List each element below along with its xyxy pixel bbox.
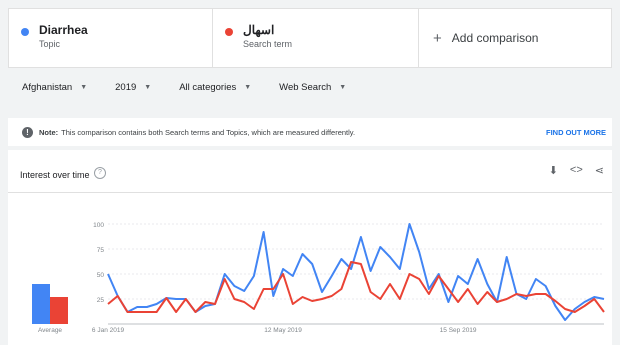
average-bar [50,297,68,324]
search-type-dropdown[interactable]: Web Search ▼ [279,82,346,93]
comparison-terms-bar: Diarrhea Topic اسهال Search term + Add c… [8,8,612,68]
term-color-dot-icon [225,28,233,36]
search-type-value: Web Search [279,81,332,93]
term-type: Search term [243,39,293,49]
series-line [107,261,605,313]
y-tick-label: 75 [97,247,105,254]
term-name: اسهال [243,23,275,37]
plus-icon: + [433,29,442,47]
filter-bar: Afghanistan ▼ 2019 ▼ All categories ▼ Web S… [8,72,374,102]
year-value: 2019 [115,81,137,93]
info-icon: ! [22,126,33,138]
category-dropdown[interactable]: All categories ▼ [179,82,251,93]
download-icon[interactable]: ⬇ [548,165,558,177]
term-card-diarrhea[interactable]: Diarrhea Topic [9,9,213,67]
term-type: Topic [39,39,61,49]
interest-chart: 100 75 50 25 6 Jan 2019 12 May 2019 15 Sep 201… [32,222,605,334]
interest-over-time-panel: Interest over time ? ⬇ <> ⋖ 100 75 50 25 6 J… [8,150,612,345]
caret-down-icon: ▼ [244,83,252,91]
find-out-more-link[interactable]: FIND OUT MORE [546,128,606,137]
embed-icon[interactable]: <> [569,164,583,176]
series-line [107,223,605,321]
comparison-note: ! Note: This comparison contains both Se… [8,118,612,146]
term-color-dot-icon [21,28,29,36]
note-text: This comparison contains both Search ter… [61,127,356,137]
panel-title: Interest over time [20,170,90,180]
average-bar [32,284,50,324]
note-label: Note: [39,127,59,137]
panel-divider [8,192,612,193]
help-icon[interactable]: ? [94,167,106,179]
region-value: Afghanistan [22,81,73,93]
year-dropdown[interactable]: 2019 ▼ [115,82,151,93]
region-dropdown[interactable]: Afghanistan ▼ [22,82,87,93]
caret-down-icon: ▼ [80,83,88,91]
caret-down-icon: ▼ [339,83,347,91]
y-tick-label: 100 [93,222,104,229]
term-name: Diarrhea [39,23,88,37]
y-tick-label: 50 [97,272,105,279]
average-label: Average [38,327,62,334]
term-card-eshal[interactable]: اسهال Search term [213,9,419,67]
category-value: All categories [179,81,237,93]
x-tick-label: 12 May 2019 [264,327,302,334]
caret-down-icon: ▼ [144,83,152,91]
add-comparison-label: Add comparison [451,31,539,45]
x-tick-label: 15 Sep 2019 [440,327,477,334]
panel-tools: ⬇ <> ⋖ [537,164,604,177]
share-icon[interactable]: ⋖ [594,165,604,177]
x-tick-label: 6 Jan 2019 [92,327,125,334]
add-comparison-button[interactable]: + Add comparison [419,9,538,67]
y-tick-label: 25 [97,297,105,304]
